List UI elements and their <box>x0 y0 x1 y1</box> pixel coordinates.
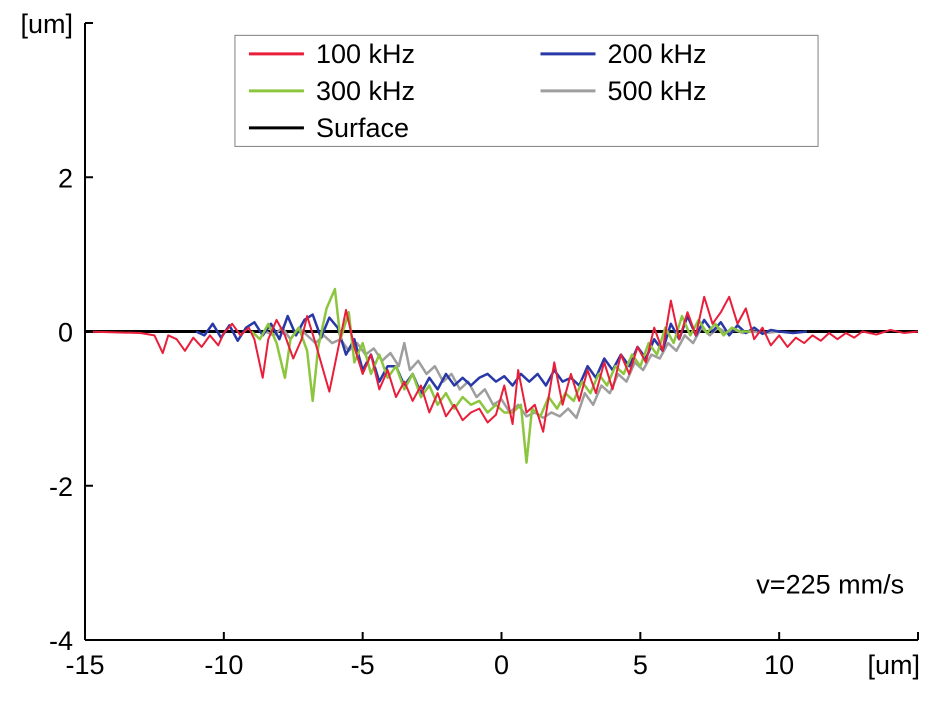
x-tick-label: -5 <box>351 650 375 680</box>
x-tick-label: 0 <box>494 650 509 680</box>
profile-chart: -15-10-50510[um]-4-202[um]v=225 mm/s100 … <box>0 0 949 712</box>
x-tick-label: 10 <box>764 650 794 680</box>
speed-annotation: v=225 mm/s <box>756 570 904 600</box>
legend-label-s500: 500 kHz <box>607 76 706 106</box>
x-axis-unit: [um] <box>867 650 920 680</box>
legend-label-s300: 300 kHz <box>316 76 415 106</box>
y-tick-label: 0 <box>58 318 73 348</box>
legend-label-s200: 200 kHz <box>607 39 706 69</box>
legend-label-s100: 100 kHz <box>316 39 415 69</box>
x-tick-label: 5 <box>633 650 648 680</box>
y-tick-label: 2 <box>58 163 73 193</box>
y-axis-unit: [um] <box>20 9 73 39</box>
x-tick-label: -10 <box>204 650 243 680</box>
y-tick-label: -4 <box>49 626 73 656</box>
legend-label-surface: Surface <box>316 113 409 143</box>
chart-svg: -15-10-50510[um]-4-202[um]v=225 mm/s100 … <box>0 0 949 712</box>
y-tick-label: -2 <box>49 472 73 502</box>
